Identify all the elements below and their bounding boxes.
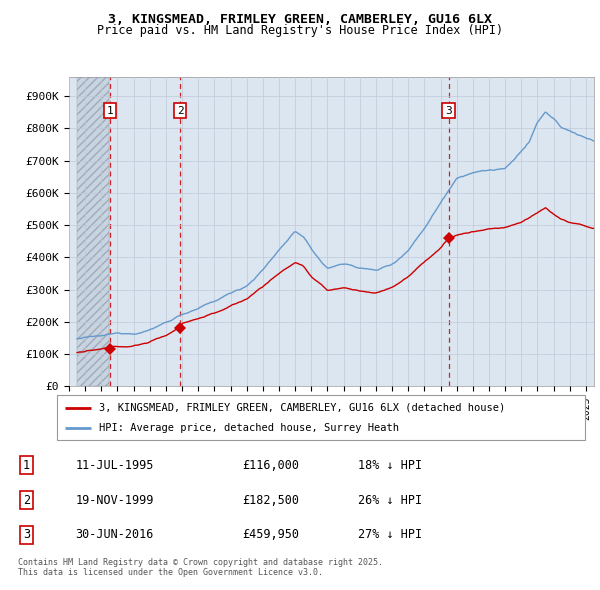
Bar — [77, 77, 109, 386]
FancyBboxPatch shape — [57, 395, 585, 440]
Bar — [77, 77, 109, 386]
Text: 19-NOV-1999: 19-NOV-1999 — [76, 493, 154, 507]
Text: Contains HM Land Registry data © Crown copyright and database right 2025.
This d: Contains HM Land Registry data © Crown c… — [18, 558, 383, 577]
Text: 1: 1 — [23, 458, 30, 471]
Text: Price paid vs. HM Land Registry's House Price Index (HPI): Price paid vs. HM Land Registry's House … — [97, 24, 503, 37]
Text: 27% ↓ HPI: 27% ↓ HPI — [358, 529, 422, 542]
Text: 11-JUL-1995: 11-JUL-1995 — [76, 458, 154, 471]
Text: 2: 2 — [23, 493, 30, 507]
Text: £182,500: £182,500 — [242, 493, 299, 507]
Text: 18% ↓ HPI: 18% ↓ HPI — [358, 458, 422, 471]
Text: 3: 3 — [23, 529, 30, 542]
Text: 3, KINGSMEAD, FRIMLEY GREEN, CAMBERLEY, GU16 6LX: 3, KINGSMEAD, FRIMLEY GREEN, CAMBERLEY, … — [108, 13, 492, 26]
Text: 2: 2 — [177, 106, 184, 116]
Text: 30-JUN-2016: 30-JUN-2016 — [76, 529, 154, 542]
Text: 3: 3 — [445, 106, 452, 116]
Text: 3, KINGSMEAD, FRIMLEY GREEN, CAMBERLEY, GU16 6LX (detached house): 3, KINGSMEAD, FRIMLEY GREEN, CAMBERLEY, … — [99, 403, 505, 412]
Text: HPI: Average price, detached house, Surrey Heath: HPI: Average price, detached house, Surr… — [99, 424, 399, 434]
Text: 1: 1 — [106, 106, 113, 116]
Text: 26% ↓ HPI: 26% ↓ HPI — [358, 493, 422, 507]
Text: £116,000: £116,000 — [242, 458, 299, 471]
Text: £459,950: £459,950 — [242, 529, 299, 542]
